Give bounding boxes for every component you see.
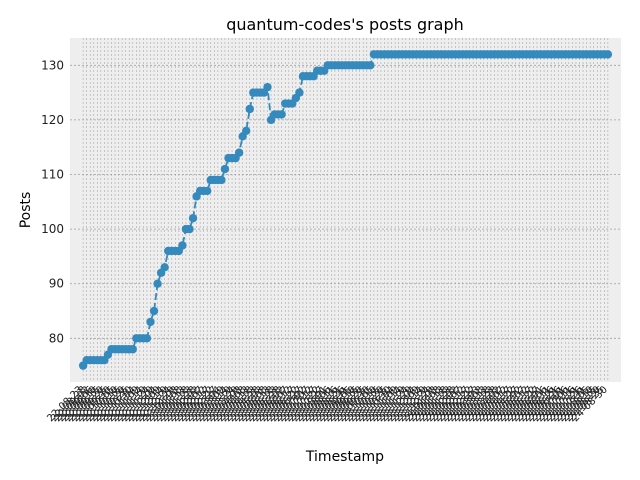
data-point [245,104,254,114]
y-tick-label: 110 [41,168,64,182]
data-point [220,164,230,174]
data-point [234,148,244,157]
y-tick-label: 130 [41,58,64,72]
data-point [153,279,162,288]
data-point [203,186,212,196]
y-tick-label: 80 [49,331,64,345]
data-point [366,61,375,70]
data-point [188,213,198,223]
x-axis: 22-08-2322-08-2822-09-0222-09-0622-09-10… [45,384,610,424]
y-tick-label: 120 [41,113,64,127]
data-point [217,175,226,185]
data-point [603,50,613,59]
data-point [295,88,304,97]
y-axis-label: Posts [18,192,34,229]
data-point [178,241,187,250]
data-point [263,82,272,92]
y-tick-label: 90 [49,277,64,291]
data-point [149,306,159,316]
data-point [242,126,251,136]
data-point [185,224,194,234]
data-point [146,317,155,327]
series-posts [78,50,613,370]
data-point [142,334,152,343]
y-tick-label: 100 [41,222,64,236]
x-axis-label: Timestamp [305,449,384,465]
data-point [160,263,169,272]
data-point [277,110,286,119]
y-axis: 80 90 100 110 120 130 [41,58,64,345]
data-point [128,345,137,354]
chart-title: quantum-codes's posts graph [226,15,464,34]
